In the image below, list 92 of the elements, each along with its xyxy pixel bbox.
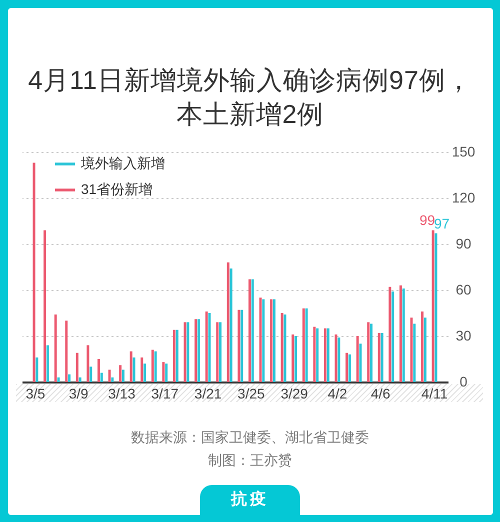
bar: [205, 311, 208, 382]
bar: [36, 357, 38, 382]
x-tick-label: 3/5: [26, 386, 46, 402]
bar: [197, 319, 200, 382]
bar: [434, 233, 438, 382]
legend-label: 31省份新增: [81, 181, 153, 197]
bar: [424, 318, 426, 382]
bar: [388, 286, 392, 382]
bar: [154, 351, 157, 382]
x-tick-label: 3/29: [280, 386, 308, 402]
bar: [421, 311, 424, 382]
bar: [226, 262, 230, 382]
bar: [251, 279, 254, 382]
x-tick-label: 3/13: [108, 386, 136, 402]
bar: [324, 328, 326, 382]
bar: [272, 299, 276, 382]
bar: [413, 324, 416, 382]
label-tab: 抗疫: [200, 485, 300, 515]
bar: [44, 230, 46, 382]
bar: [305, 308, 308, 382]
source-note: 数据来源：国家卫健委、湖北省卫健委: [131, 428, 369, 446]
bar: [338, 338, 340, 382]
bar: [316, 328, 319, 382]
bar: [292, 334, 294, 382]
chart-title: 4月11日新增境外输入确诊病例97例，本土新增2例: [27, 64, 473, 131]
y-tick-label: 0: [460, 374, 468, 390]
bar: [326, 328, 330, 382]
bar: [392, 292, 394, 382]
y-tick-label: 60: [456, 282, 472, 298]
bar: [46, 345, 49, 382]
bar: [90, 366, 92, 382]
bar: [100, 372, 103, 382]
y-tick-label: 150: [452, 144, 476, 160]
x-tick-label: 3/21: [194, 386, 222, 402]
bar: [248, 279, 251, 382]
bar: [238, 310, 240, 382]
bar: [313, 326, 316, 382]
bar: [302, 308, 305, 382]
bar: [186, 322, 190, 382]
bar: [165, 364, 168, 382]
bar: [54, 314, 57, 382]
bar: [402, 288, 405, 382]
bar: [78, 377, 82, 382]
bar: [151, 350, 154, 382]
y-tick-label: 30: [456, 328, 472, 344]
bar: [399, 285, 402, 382]
bar: [68, 374, 71, 382]
bar: [119, 365, 122, 382]
bar: [367, 322, 370, 382]
bar: [65, 320, 68, 382]
bar: [270, 299, 273, 382]
bar: [294, 336, 298, 382]
bar: [122, 370, 124, 382]
x-tick-label: 4/6: [370, 386, 391, 402]
bar: [111, 377, 114, 382]
bar: [230, 268, 232, 382]
bar: [130, 351, 132, 382]
legend-label: 境外输入新增: [80, 155, 165, 171]
bar: [346, 352, 348, 382]
x-tick-label: 3/9: [68, 386, 89, 402]
data-label: 99: [419, 212, 436, 228]
bar: [76, 352, 78, 382]
bar: [32, 162, 36, 382]
bar: [348, 354, 351, 382]
bar: [378, 332, 380, 382]
bar: [140, 357, 144, 382]
bar: [108, 370, 111, 382]
y-tick-label: 90: [456, 236, 472, 252]
x-tick-label: 3/17: [151, 386, 179, 402]
y-tick-label: 120: [452, 190, 476, 206]
bar: [262, 299, 265, 382]
x-tick-label: 3/25: [238, 386, 266, 402]
bar: [162, 362, 165, 382]
bar: [194, 319, 198, 382]
bar: [359, 344, 362, 382]
bar: [172, 330, 176, 382]
bar: [176, 330, 178, 382]
bar: [240, 310, 244, 382]
x-tick-label: 4/11: [421, 386, 448, 402]
x-tick-label: 4/2: [328, 386, 348, 402]
data-label: 97: [434, 215, 450, 232]
bar: [432, 230, 434, 382]
bar: [370, 324, 373, 382]
bar: [280, 313, 284, 382]
bar: [380, 332, 384, 382]
bar: [216, 322, 219, 382]
bar: [356, 336, 359, 382]
bar: [86, 345, 90, 382]
bar: [219, 322, 222, 382]
bar: [97, 359, 100, 382]
bar: [144, 364, 146, 382]
text: 制图：王亦赟: [208, 451, 292, 469]
